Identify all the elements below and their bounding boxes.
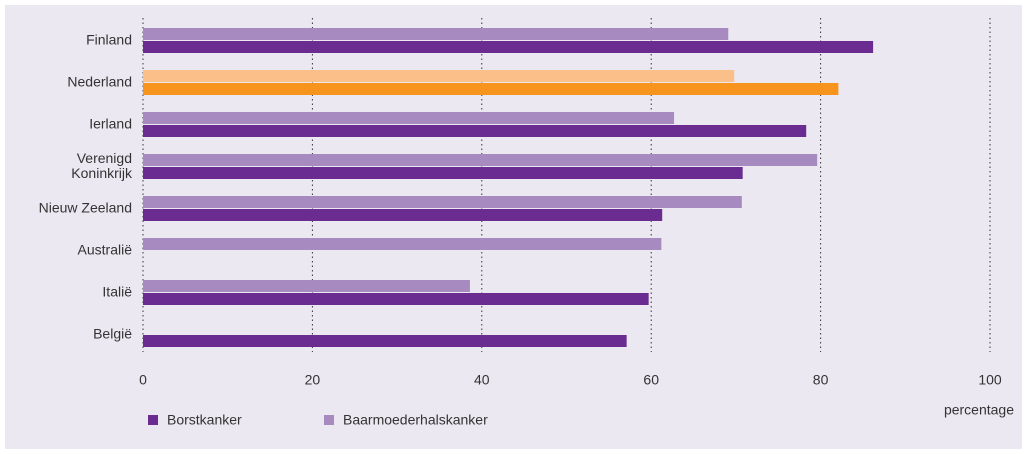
bar [143, 209, 663, 221]
y-tick-label: Nederland [67, 73, 132, 90]
legend-swatch [148, 415, 158, 425]
bar [143, 125, 807, 137]
y-tick-label: Australië [77, 241, 132, 258]
bar [143, 167, 743, 179]
y-tick-label: Finland [86, 31, 132, 48]
x-tick-label: 100 [978, 372, 1002, 388]
y-tick-label: Italië [102, 283, 132, 300]
bar [143, 41, 874, 53]
bar [143, 196, 742, 208]
bar [143, 335, 627, 347]
bar [143, 293, 649, 305]
bar [143, 70, 735, 82]
bar [143, 28, 729, 40]
y-tick-label: Nieuw Zeeland [38, 199, 132, 216]
x-tick-label: 20 [305, 372, 321, 388]
y-tick-label: Verenigd Koninkrijk [71, 150, 132, 181]
x-axis-label: percentage [944, 402, 1014, 418]
x-tick-label: 80 [813, 372, 829, 388]
legend-label: Baarmoederhalskanker [343, 412, 488, 428]
x-tick-label: 60 [643, 372, 659, 388]
bar [143, 83, 839, 95]
legend-swatch [324, 415, 334, 425]
legend-label: Borstkanker [167, 412, 242, 428]
x-tick-label: 40 [474, 372, 490, 388]
bar [143, 112, 675, 124]
bar [143, 238, 662, 250]
y-tick-label: België [93, 325, 132, 342]
bar [143, 280, 470, 292]
y-tick-label: Ierland [89, 115, 132, 132]
bar [143, 154, 818, 166]
x-tick-label: 0 [139, 372, 147, 388]
